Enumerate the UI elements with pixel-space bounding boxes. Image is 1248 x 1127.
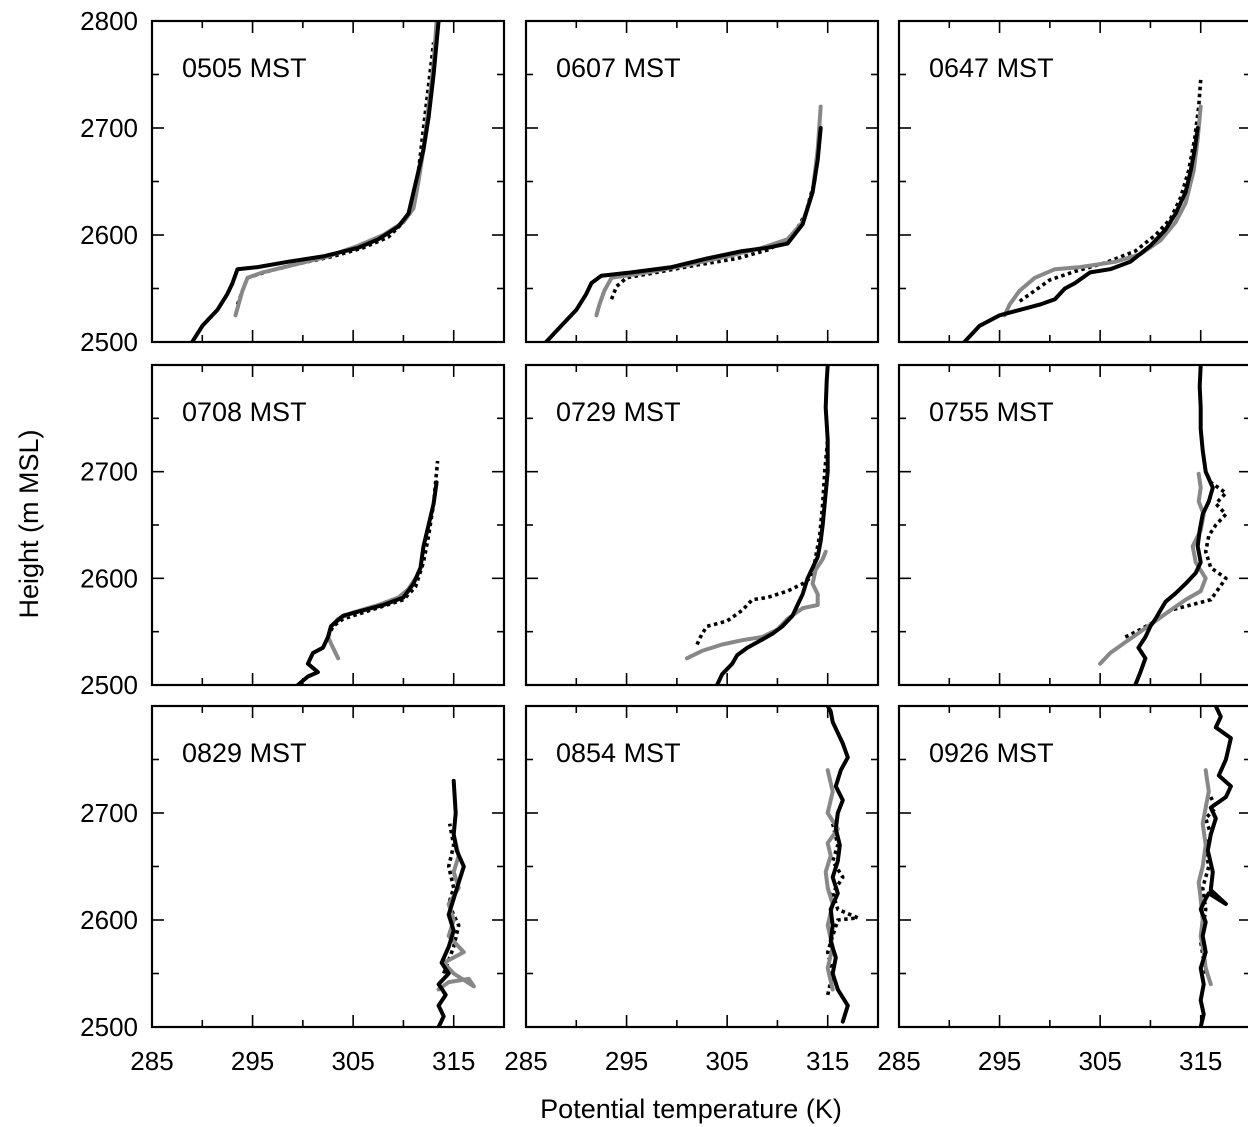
panel-1: 0505 MST 2500 2600 2700 2800: [80, 6, 506, 357]
series-line-2: [1002, 104, 1203, 318]
x-tick-label: 295: [231, 1046, 274, 1076]
series-line-2: [436, 832, 476, 992]
panel-6: 0755 MST: [897, 363, 1248, 687]
panel-label: 0755 MST: [929, 397, 1054, 427]
series-line-1: [295, 480, 439, 685]
x-tick-label: 285: [130, 1046, 173, 1076]
y-tick-label: 2600: [80, 563, 138, 593]
panel-series: [436, 778, 476, 1027]
series-line-1: [190, 21, 441, 342]
x-tick-label: 315: [1179, 1046, 1222, 1076]
series-line-1: [1198, 706, 1233, 1027]
panel-4: 0708 MST 2500 2600 2700: [80, 363, 506, 700]
y-tick-label: 2500: [80, 327, 138, 357]
panel-series: [1098, 365, 1228, 685]
x-axis-title: Potential temperature (K): [540, 1094, 842, 1124]
series-line-1: [436, 778, 466, 1027]
panel-frame: [150, 363, 506, 687]
panel-series: [1196, 706, 1233, 1027]
panel-frame: [897, 363, 1248, 687]
y-tick-label: 2500: [80, 670, 138, 700]
panel-3: 0647 MST: [897, 19, 1248, 344]
y-tick-label: 2700: [80, 113, 138, 143]
series-line-1: [544, 126, 823, 342]
series-line-3: [695, 439, 830, 646]
panel-9: 0926 MST 285 295 305 315: [877, 704, 1248, 1076]
panel-series: [295, 460, 440, 685]
panel-frame: [524, 363, 880, 687]
x-tick-label: 285: [504, 1046, 547, 1076]
y-tick-label: 2600: [80, 905, 138, 935]
panel-grid: 0505 MST 2500 2600 2700 2800 0607 MST 0647 MST…: [80, 6, 1248, 1076]
x-tick-label: 305: [1078, 1046, 1121, 1076]
panel-series: [544, 104, 823, 342]
panel-series: [962, 79, 1203, 342]
y-tick-label: 2800: [80, 6, 138, 36]
panel-frame: [897, 704, 1248, 1029]
panel-7: 0829 MST 2500 2600 2700 285 295 305 315: [80, 704, 506, 1076]
series-line-3: [609, 138, 822, 300]
x-tick-label: 305: [331, 1046, 374, 1076]
y-tick-label: 2700: [80, 798, 138, 828]
x-tick-label: 295: [978, 1046, 1021, 1076]
series-line-1: [962, 126, 1200, 342]
series-line-1: [715, 365, 830, 685]
panel-label: 0829 MST: [182, 738, 307, 768]
x-tick-label: 285: [877, 1046, 920, 1076]
panel-label: 0647 MST: [929, 53, 1054, 83]
panel-series: [190, 21, 441, 342]
panel-5: 0729 MST: [524, 363, 880, 687]
panel-series: [684, 365, 830, 685]
panel-label: 0854 MST: [556, 738, 681, 768]
panel-label: 0729 MST: [556, 397, 681, 427]
series-line-2: [1098, 471, 1208, 666]
panel-2: 0607 MST: [524, 19, 880, 344]
series-line-2: [594, 104, 823, 318]
panel-label: 0926 MST: [929, 738, 1054, 768]
series-line-1: [825, 706, 850, 1024]
panel-series: [823, 706, 860, 1024]
y-tick-label: 2500: [80, 1012, 138, 1042]
panel-label: 0505 MST: [182, 53, 307, 83]
x-tick-label: 315: [806, 1046, 849, 1076]
panel-label: 0708 MST: [182, 397, 307, 427]
series-line-3: [825, 823, 860, 996]
panel-8: 0854 MST 285 295 305 315: [504, 704, 880, 1076]
x-tick-label: 305: [705, 1046, 748, 1076]
panel-frame: [897, 19, 1248, 344]
x-tick-label: 315: [432, 1046, 475, 1076]
y-tick-label: 2600: [80, 220, 138, 250]
y-tick-label: 2700: [80, 457, 138, 487]
panel-label: 0607 MST: [556, 53, 681, 83]
panel-frame: [150, 704, 506, 1029]
series-line-1: [1133, 365, 1215, 685]
panel-frame: [524, 19, 880, 344]
panel-frame: [524, 704, 880, 1029]
y-axis-title: Height (m MSL): [14, 429, 44, 618]
panel-frame: [150, 19, 506, 344]
x-tick-label: 295: [605, 1046, 648, 1076]
